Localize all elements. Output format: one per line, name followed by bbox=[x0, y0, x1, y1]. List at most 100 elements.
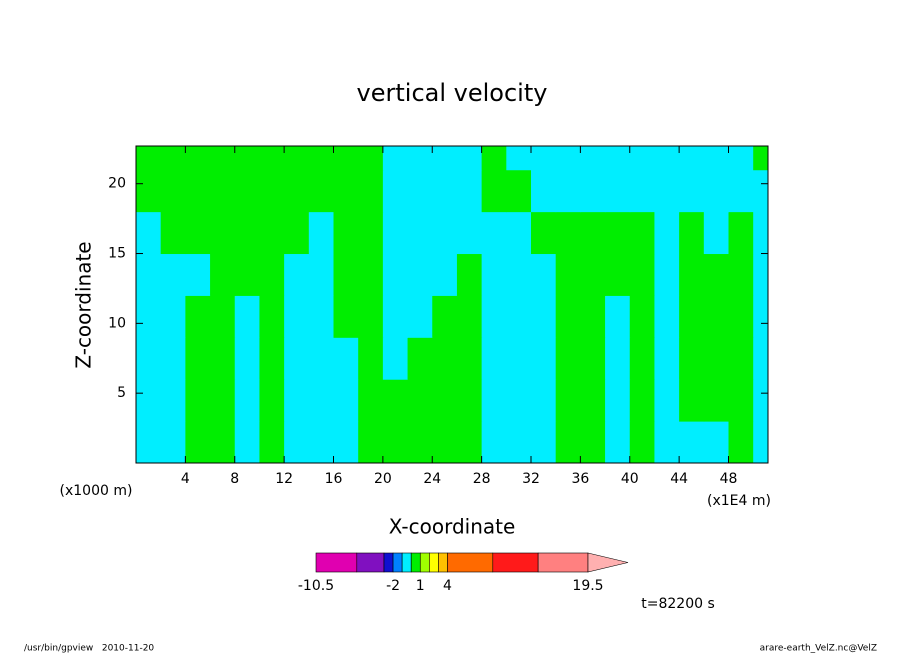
field-cell bbox=[210, 253, 236, 296]
field-cell bbox=[234, 169, 260, 213]
field-cell bbox=[234, 146, 260, 171]
colorbar-segment bbox=[392, 552, 403, 573]
field-cell bbox=[210, 211, 236, 255]
field-cell bbox=[456, 146, 483, 171]
field-cell bbox=[703, 379, 729, 422]
y-axis-label: Z-coordinate bbox=[72, 241, 96, 368]
field-cell bbox=[481, 421, 507, 464]
footer-right: arare-earth_VelZ.nc@VelZ bbox=[760, 644, 877, 654]
field-cell bbox=[531, 253, 557, 296]
field-cell bbox=[753, 295, 769, 338]
field-cell bbox=[160, 295, 186, 338]
y-tick-label: 10 bbox=[108, 315, 126, 331]
field-cell bbox=[234, 379, 260, 422]
field-cell bbox=[333, 253, 359, 296]
x-tick-label: 28 bbox=[473, 471, 491, 487]
field-cell bbox=[605, 146, 631, 171]
field-cell bbox=[654, 379, 680, 422]
field-cell bbox=[728, 379, 754, 422]
field-cell bbox=[629, 337, 655, 380]
field-cell bbox=[679, 169, 705, 213]
field-cell bbox=[555, 379, 581, 422]
field-cell bbox=[185, 337, 211, 380]
field-cell bbox=[703, 295, 729, 338]
time-label: t=82200 s bbox=[641, 596, 715, 612]
chart-title: vertical velocity bbox=[357, 79, 548, 107]
colorbar-segment bbox=[383, 552, 394, 573]
field-cell bbox=[703, 146, 729, 171]
field-cell bbox=[728, 211, 754, 255]
field-cell bbox=[358, 211, 384, 255]
field-cell bbox=[136, 421, 162, 464]
field-cell bbox=[259, 169, 285, 213]
field-cell bbox=[580, 337, 606, 380]
field-cell bbox=[259, 295, 285, 338]
field-cell bbox=[728, 253, 754, 296]
field-cell bbox=[210, 421, 236, 464]
field-cell bbox=[333, 211, 359, 255]
field-cell bbox=[580, 253, 606, 296]
x-tick-label: 40 bbox=[621, 471, 639, 487]
x-tick-label: 44 bbox=[670, 471, 688, 487]
field-cell bbox=[382, 295, 409, 338]
field-cell bbox=[481, 146, 507, 171]
field-cell bbox=[259, 379, 285, 422]
field-cell bbox=[506, 169, 532, 213]
field-cell bbox=[407, 421, 433, 464]
field-cell bbox=[580, 211, 606, 255]
field-cell bbox=[259, 146, 285, 171]
field-cell bbox=[358, 146, 384, 171]
field-cell bbox=[531, 146, 557, 171]
field-cell bbox=[284, 295, 310, 338]
x-tick-label: 12 bbox=[275, 471, 293, 487]
field-cell bbox=[703, 253, 729, 296]
field-cell bbox=[308, 253, 334, 296]
field-cell bbox=[456, 295, 483, 338]
colorbar-segment bbox=[429, 552, 439, 573]
field-cell bbox=[382, 379, 409, 422]
field-cell bbox=[531, 337, 557, 380]
colorbar-segment bbox=[447, 552, 494, 573]
field-cell bbox=[629, 169, 655, 213]
field-cell bbox=[456, 421, 483, 464]
field-cell bbox=[555, 295, 581, 338]
field-cell bbox=[333, 146, 359, 171]
colorbar-tick-label: -10.5 bbox=[298, 578, 334, 594]
field-cell bbox=[531, 169, 557, 213]
field-cell bbox=[679, 379, 705, 422]
field-cell bbox=[580, 146, 606, 171]
field-cell bbox=[136, 146, 162, 171]
field-cell bbox=[679, 253, 705, 296]
field-cell bbox=[629, 295, 655, 338]
field-cell bbox=[210, 337, 236, 380]
field-cell bbox=[728, 295, 754, 338]
field-cell bbox=[555, 146, 581, 171]
field-cell bbox=[308, 295, 334, 338]
colorbar-segment bbox=[537, 552, 589, 573]
field-cell bbox=[703, 211, 729, 255]
field-cell bbox=[382, 169, 409, 213]
field-cell bbox=[605, 295, 631, 338]
field-cell bbox=[210, 146, 236, 171]
field-cell bbox=[234, 253, 260, 296]
field-cell bbox=[679, 295, 705, 338]
field-cell bbox=[308, 379, 334, 422]
field-cell bbox=[136, 253, 162, 296]
field-cell bbox=[308, 337, 334, 380]
field-cell bbox=[358, 421, 384, 464]
field-cell bbox=[185, 253, 211, 296]
colorbar-segment bbox=[438, 552, 448, 573]
field-cell bbox=[679, 337, 705, 380]
field-cell bbox=[407, 253, 433, 296]
field-cell bbox=[605, 253, 631, 296]
field-cell bbox=[234, 295, 260, 338]
x-tick-label: 20 bbox=[374, 471, 392, 487]
field-cell bbox=[654, 146, 680, 171]
field-cell bbox=[679, 211, 705, 255]
field-cell bbox=[432, 169, 458, 213]
field-cell bbox=[160, 337, 186, 380]
field-cell bbox=[654, 211, 680, 255]
field-cell bbox=[185, 421, 211, 464]
field-cell bbox=[506, 421, 532, 464]
